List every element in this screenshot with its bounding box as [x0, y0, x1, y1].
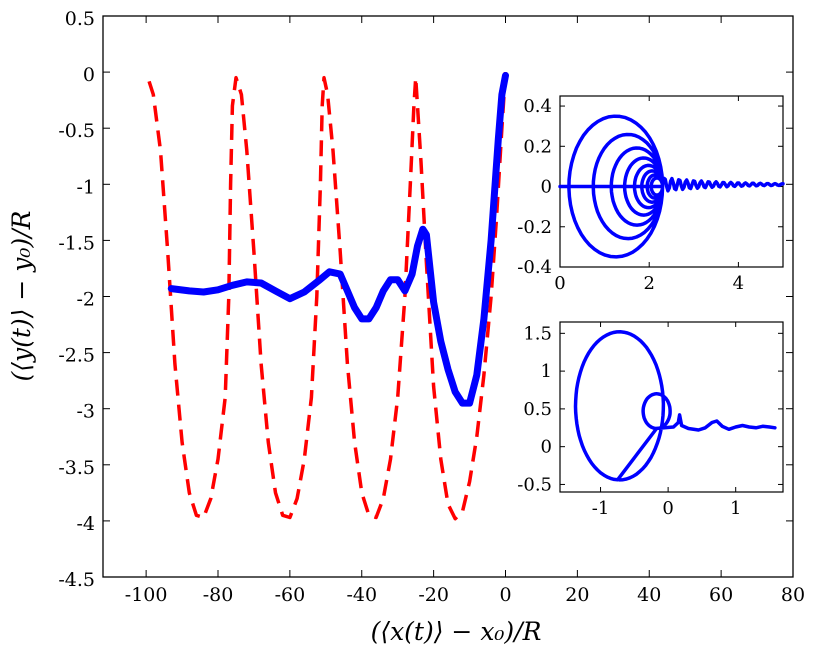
main-y-tick-label: -3.5 — [58, 457, 95, 479]
x-axis-label: (⟨x(t)⟩ − x₀)/R — [371, 617, 542, 646]
main-y-tick-label: -1.5 — [58, 232, 95, 254]
main-y-tick-label: -2.5 — [58, 345, 95, 367]
inset-top-x-tick-label: 0 — [554, 273, 565, 294]
inset-bottom-x-tick-label: 1 — [730, 498, 741, 519]
inset-bottom-y-tick-label: 1.5 — [523, 323, 552, 344]
inset-top-series — [558, 114, 785, 259]
main-x-tick-label: 40 — [637, 584, 661, 606]
inset-bottom-y-tick-label: 1 — [541, 361, 552, 382]
main-y-tick-label: -2 — [76, 289, 95, 311]
main-series — [144, 71, 509, 521]
inset-bottom-x-tick-label: -1 — [592, 498, 610, 519]
main-plot: -100 -80 -60 -40 -20 0 20 40 60 800.50-0.5-1-1.5-… — [7, 8, 805, 646]
main-x-tick-label: 0 — [499, 584, 511, 606]
main-x-tick-label: -20 — [418, 584, 449, 606]
blue-solid-trajectory-line — [167, 72, 509, 407]
inset-bottom-x-tick-label: 0 — [662, 498, 673, 519]
inset-bottom-y-tick-label: -0.5 — [517, 474, 552, 495]
inset-top-ticks: 0 2 4 0.4 0.2 0 -0.2 -0.4 — [517, 96, 783, 294]
inset-top-spiral-line — [558, 114, 785, 259]
main-y-tick-label: -0.5 — [58, 120, 95, 142]
inset-top-y-tick-label: 0.2 — [523, 136, 552, 157]
inset-top-y-tick-label: 0 — [541, 177, 552, 198]
main-x-tick-label: 80 — [781, 584, 805, 606]
inset-bottom-ticks: -1 0 1 1.5 1 0.5 0 -0.5 — [517, 322, 783, 519]
inset-top-x-tick-label: 2 — [643, 273, 654, 294]
main-y-tick-label: -4 — [76, 513, 95, 535]
inset-bottom-series — [573, 330, 777, 482]
inset-bottom-trajectory-line — [573, 330, 777, 482]
main-x-tick-label: -40 — [346, 584, 377, 606]
main-y-tick-label: -4.5 — [58, 569, 95, 591]
inset-bottom-plot: -1 0 1 1.5 1 0.5 0 -0.5 — [517, 321, 784, 519]
inset-top-y-tick-label: -0.2 — [517, 217, 552, 238]
main-x-tick-label: -100 — [125, 584, 168, 606]
inset-top-y-tick-label: -0.4 — [517, 257, 552, 278]
inset-top-x-tick-label: 4 — [733, 273, 744, 294]
red-dashed-trajectory-line — [144, 71, 508, 521]
main-y-tick-label: -3 — [76, 401, 95, 423]
main-y-tick-label: 0 — [83, 64, 95, 86]
main-y-tick-label: 0.5 — [65, 8, 95, 30]
inset-bottom-y-tick-label: 0.5 — [523, 399, 552, 420]
main-x-tick-label: 20 — [565, 584, 589, 606]
main-y-tick-label: -1 — [76, 176, 95, 198]
main-x-tick-label: -80 — [203, 584, 234, 606]
main-x-tick-label: 60 — [709, 584, 733, 606]
main-ticks: -100 -80 -60 -40 -20 0 20 40 60 800.50-0.5-1-1.5-… — [58, 8, 805, 606]
inset-top-plot: 0 2 4 0.4 0.2 0 -0.2 -0.4 — [517, 95, 785, 294]
main-x-tick-label: -60 — [275, 584, 306, 606]
inset-bottom-y-tick-label: 0 — [541, 437, 552, 458]
y-axis-label: (⟨y(t)⟩ − y₀)/R — [7, 211, 36, 382]
inset-top-y-tick-label: 0.4 — [523, 96, 552, 117]
